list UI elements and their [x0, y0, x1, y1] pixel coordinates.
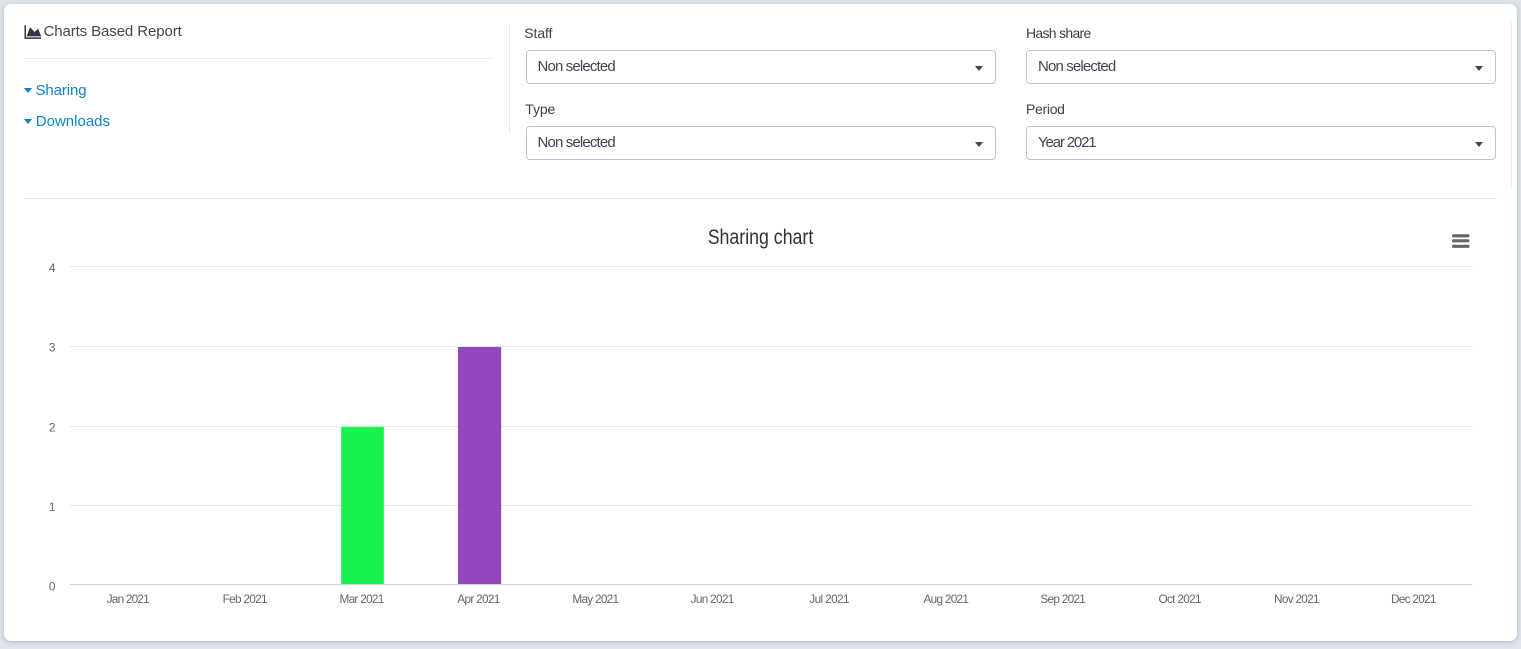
svg-text:Oct 2021: Oct 2021 — [1158, 592, 1201, 606]
svg-text:Nov 2021: Nov 2021 — [1274, 592, 1320, 606]
svg-text:4: 4 — [49, 261, 56, 275]
svg-text:1: 1 — [49, 500, 56, 514]
svg-text:Sep 2021: Sep 2021 — [1040, 592, 1086, 606]
svg-text:3: 3 — [49, 341, 56, 355]
svg-text:Mar 2021: Mar 2021 — [339, 592, 384, 606]
svg-text:Jul 2021: Jul 2021 — [809, 592, 849, 606]
svg-text:Apr 2021: Apr 2021 — [457, 592, 500, 606]
svg-text:Dec 2021: Dec 2021 — [1391, 592, 1437, 606]
svg-text:May 2021: May 2021 — [572, 592, 619, 606]
svg-text:2: 2 — [49, 420, 56, 434]
svg-text:Jun 2021: Jun 2021 — [691, 592, 735, 606]
svg-text:Feb 2021: Feb 2021 — [223, 592, 268, 606]
svg-text:Jan 2021: Jan 2021 — [107, 592, 150, 606]
svg-text:Sharing chart: Sharing chart — [708, 225, 814, 249]
svg-text:0: 0 — [49, 579, 56, 593]
svg-text:Aug 2021: Aug 2021 — [923, 592, 969, 606]
